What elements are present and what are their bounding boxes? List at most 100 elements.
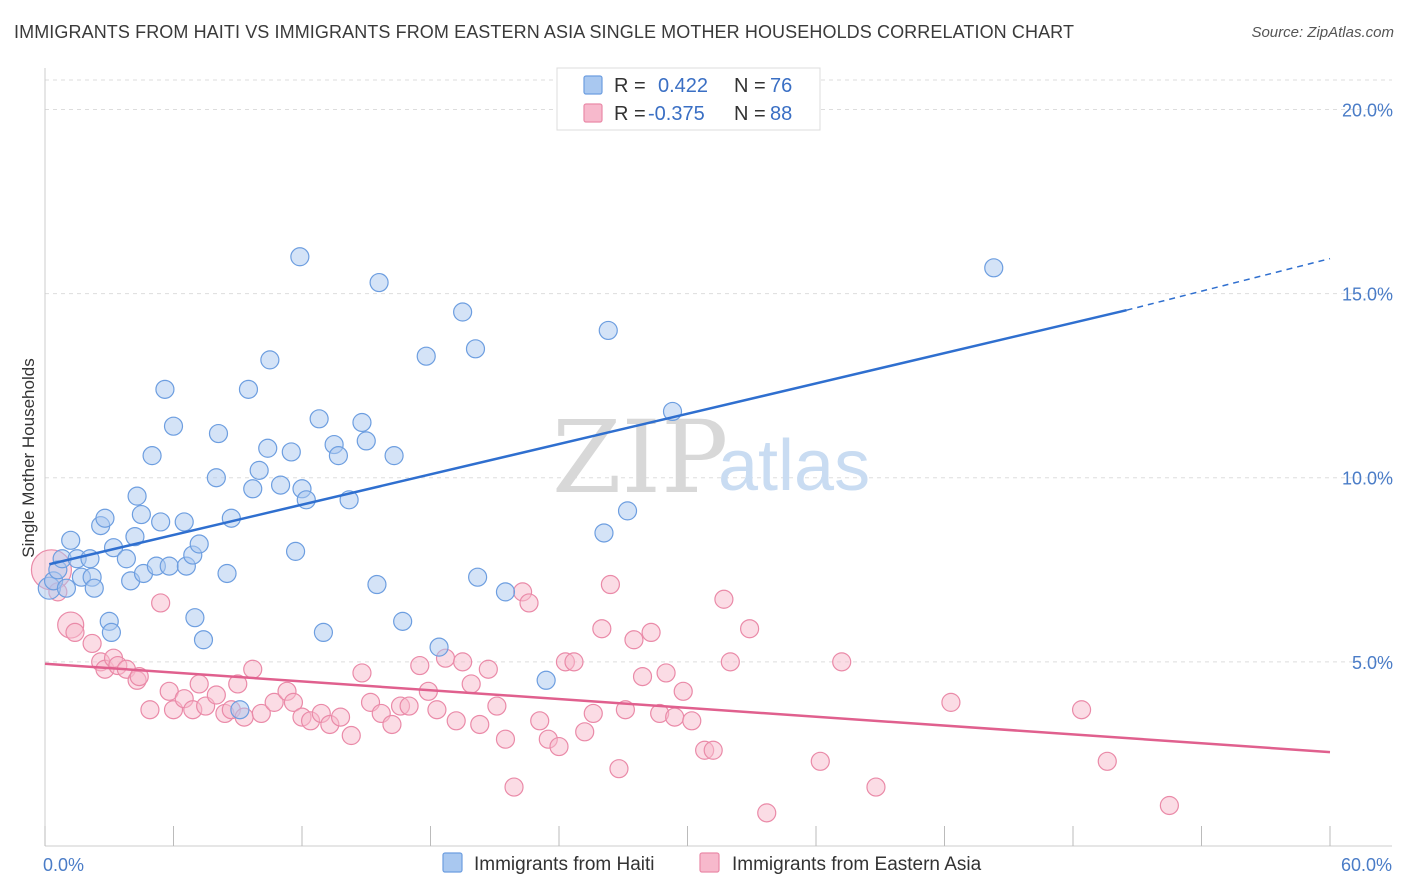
eastern-asia-point bbox=[682, 711, 702, 731]
haiti-point bbox=[238, 379, 259, 399]
haiti-point bbox=[453, 302, 473, 322]
eastern-asia-point bbox=[140, 700, 160, 720]
eastern-asia-point bbox=[251, 703, 271, 724]
eastern-asia-point bbox=[941, 692, 961, 712]
eastern-asia-point bbox=[330, 707, 351, 727]
haiti-point bbox=[384, 446, 404, 466]
haiti-point bbox=[230, 700, 250, 720]
eastern-asia-point bbox=[453, 652, 473, 672]
y-tick-label: 10.0% bbox=[1342, 469, 1393, 489]
eastern-asia-point bbox=[740, 619, 760, 639]
eastern-asia-point bbox=[757, 803, 777, 823]
eastern-asia-point bbox=[264, 692, 284, 712]
eastern-asia-point bbox=[410, 655, 430, 676]
haiti-point bbox=[155, 379, 175, 399]
eastern-asia-point bbox=[810, 751, 830, 771]
legend-n-value-haiti: 76 bbox=[770, 75, 792, 97]
eastern-asia-point bbox=[228, 674, 248, 694]
eastern-asia-point bbox=[65, 622, 85, 643]
haiti-trend-line bbox=[48, 308, 1127, 566]
eastern-asia-point bbox=[519, 593, 539, 613]
haiti-point bbox=[101, 622, 121, 643]
eastern-asia-trend-line bbox=[44, 662, 1331, 754]
haiti-point bbox=[260, 350, 280, 370]
haiti-point bbox=[984, 258, 1004, 278]
bottom-legend-swatch-eastern-asia bbox=[699, 852, 720, 873]
haiti-point bbox=[221, 508, 241, 528]
haiti-point bbox=[367, 574, 387, 595]
eastern-asia-point bbox=[151, 593, 171, 613]
eastern-asia-point bbox=[866, 777, 886, 797]
haiti-point bbox=[356, 431, 376, 451]
gridlines bbox=[45, 79, 1392, 663]
haiti-point bbox=[174, 512, 194, 532]
haiti-point bbox=[116, 549, 136, 569]
haiti-trend-extension bbox=[1126, 257, 1331, 311]
haiti-point bbox=[258, 438, 278, 458]
eastern-asia-point bbox=[720, 652, 740, 672]
haiti-point bbox=[429, 637, 449, 657]
haiti-point bbox=[151, 512, 171, 532]
haiti-point bbox=[249, 460, 269, 480]
axes bbox=[44, 68, 1392, 847]
tick-labels: 5.0% 10.0% 15.0% 20.0% 0.0% 60.0% bbox=[43, 100, 1393, 875]
haiti-point bbox=[352, 412, 372, 433]
haiti-point bbox=[536, 670, 556, 690]
legend-n-label-eastern-asia: N = bbox=[734, 103, 766, 125]
y-tick-label: 20.0% bbox=[1342, 100, 1393, 120]
legend-r-value-eastern-asia: -0.375 bbox=[648, 103, 705, 125]
eastern-asia-point bbox=[530, 711, 550, 731]
eastern-asia-point bbox=[624, 630, 644, 650]
legend-swatch-haiti bbox=[583, 75, 603, 95]
eastern-asia-point bbox=[1159, 795, 1179, 816]
eastern-asia-point bbox=[592, 619, 612, 639]
haiti-point bbox=[290, 247, 310, 267]
legend-r-label-haiti: R = bbox=[614, 75, 646, 97]
haiti-point bbox=[163, 416, 184, 436]
legend-r-value-haiti: 0.422 bbox=[658, 75, 708, 97]
eastern-asia-point bbox=[206, 685, 226, 705]
bottom-legend-swatch-haiti bbox=[442, 852, 463, 873]
haiti-point bbox=[328, 446, 349, 466]
eastern-asia-point bbox=[665, 707, 685, 727]
haiti-point bbox=[617, 501, 638, 521]
eastern-asia-point bbox=[673, 681, 693, 701]
haiti-point bbox=[125, 527, 145, 547]
y-tick-label: 5.0% bbox=[1352, 653, 1393, 673]
eastern-asia-point bbox=[600, 574, 621, 595]
source-label: Source: ZipAtlas.com bbox=[1251, 24, 1394, 41]
eastern-asia-point bbox=[283, 692, 304, 712]
eastern-asia-point bbox=[714, 589, 734, 609]
eastern-asia-point bbox=[82, 633, 102, 654]
eastern-asia-point bbox=[487, 696, 507, 716]
haiti-point bbox=[309, 409, 329, 429]
eastern-asia-point bbox=[703, 740, 723, 760]
eastern-asia-point bbox=[1071, 700, 1092, 720]
bottom-legend-label-haiti: Immigrants from Haiti bbox=[474, 854, 655, 875]
eastern-asia-point bbox=[1097, 751, 1117, 771]
eastern-asia-point bbox=[549, 736, 569, 757]
eastern-asia-point bbox=[461, 674, 481, 694]
eastern-asia-point bbox=[446, 711, 466, 731]
haiti-point bbox=[131, 504, 151, 525]
chart-title: IMMIGRANTS FROM HAITI VS IMMIGRANTS FROM… bbox=[14, 22, 1075, 42]
eastern-asia-point bbox=[243, 659, 263, 679]
eastern-asia-point bbox=[615, 700, 635, 720]
eastern-asia-point bbox=[470, 714, 490, 735]
eastern-asia-point bbox=[129, 666, 149, 687]
x-tick-label: 60.0% bbox=[1341, 855, 1392, 875]
x-tick-label: 0.0% bbox=[43, 855, 84, 875]
haiti-point bbox=[285, 541, 306, 561]
haiti-point bbox=[127, 486, 147, 506]
haiti-point bbox=[56, 578, 77, 598]
eastern-asia-point bbox=[352, 663, 372, 683]
eastern-asia-point bbox=[564, 652, 584, 672]
eastern-asia-point bbox=[832, 652, 852, 672]
bottom-legend-label-eastern-asia: Immigrants from Eastern Asia bbox=[732, 854, 982, 875]
haiti-point bbox=[281, 442, 301, 462]
haiti-point bbox=[465, 339, 486, 359]
haiti-point bbox=[598, 320, 618, 341]
haiti-point bbox=[95, 508, 115, 528]
eastern-asia-point bbox=[427, 700, 447, 720]
